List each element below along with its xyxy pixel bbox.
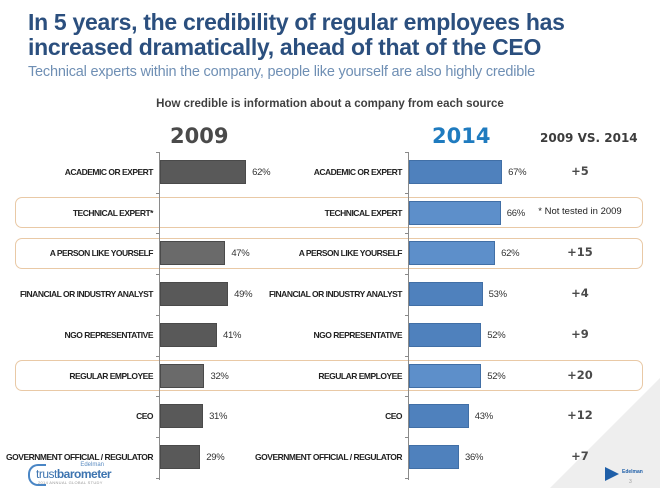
highlight-box: [15, 360, 643, 391]
value-label-2014: 67%: [508, 167, 527, 178]
axis-tick: [405, 274, 409, 276]
year-heading-2009: 2009: [170, 124, 229, 148]
bar-2014: [409, 322, 482, 347]
category-label-2009: ACADEMIC OR EXPERT: [64, 167, 154, 177]
axis-tick: [156, 355, 160, 357]
value-label-2009: 49%: [234, 289, 253, 301]
category-label-2009: A PERSON LIKE YOURSELF: [49, 248, 154, 259]
value-label-2014: 36%: [465, 451, 484, 463]
category-label-2014: NGO REPRESENTATIVE: [313, 329, 403, 340]
axis-tick: [405, 152, 409, 153]
chart-title: How credible is information about a comp…: [156, 98, 504, 110]
value-label-2014: 43%: [474, 411, 493, 423]
bar-2009: [160, 444, 201, 469]
axis-tick: [405, 355, 409, 357]
logo-name-a: trust: [36, 467, 57, 481]
category-label-2009: TECHNICAL EXPERT*: [72, 207, 154, 218]
bar-2009: [160, 404, 204, 429]
value-label-2009: 62%: [252, 167, 271, 178]
axis-tick: [156, 152, 160, 153]
slide-subtitle: Technical experts within the company, pe…: [28, 64, 536, 80]
bar-2014: [409, 363, 482, 388]
highlight-box: [15, 237, 643, 269]
bar-2014: [409, 444, 460, 469]
axis-2009: [159, 152, 160, 480]
edelman-logo: Edelman 3: [605, 465, 655, 487]
value-label-2014: 52%: [487, 370, 506, 382]
axis-tick: [405, 192, 409, 194]
category-label-2009: FINANCIAL OR INDUSTRY ANALYST: [19, 289, 154, 300]
axis-2014: [408, 152, 409, 480]
bar-2014: [409, 241, 496, 266]
category-label-2014: TECHNICAL EXPERT: [324, 207, 403, 218]
comparison-value: +9: [571, 326, 589, 341]
edelman-name: Edelman: [622, 469, 643, 475]
comparison-value: +4: [571, 286, 589, 301]
slide-title: In 5 years, the credibility of regular e…: [28, 10, 648, 60]
logo-name: trustbarometer: [36, 467, 112, 481]
axis-tick: [405, 314, 409, 316]
axis-tick: [156, 233, 160, 235]
value-label-2014: 66%: [506, 207, 525, 219]
comparison-value: +5: [571, 164, 589, 178]
axis-tick: [156, 396, 160, 398]
value-label-2014: 53%: [488, 289, 507, 301]
axis-tick: [405, 436, 409, 438]
value-label-2014: 62%: [501, 248, 520, 260]
value-label-2009: 29%: [206, 451, 225, 463]
comparison-header: 2009 VS. 2014: [540, 131, 638, 145]
logo-name-b: barometer: [56, 467, 112, 481]
highlight-box: [15, 197, 643, 229]
category-label-2014: CEO: [385, 411, 402, 422]
bar-2009: [160, 322, 217, 347]
trustbarometer-logo: Edelman trustbarometer 2014 ANNUAL GLOBA…: [28, 462, 112, 486]
value-label-2009: 32%: [210, 370, 229, 382]
page-number: 3: [629, 479, 632, 485]
category-label-2009: GOVERNMENT OFFICIAL / REGULATOR: [6, 451, 153, 462]
edelman-arrow-icon: [605, 467, 619, 481]
value-label-2009: 41%: [222, 329, 242, 341]
axis-tick: [156, 477, 160, 479]
value-label-2009: 47%: [231, 248, 250, 260]
bar-2014: [409, 200, 501, 225]
year-heading-2014: 2014: [432, 124, 491, 148]
category-label-2014: ACADEMIC OR EXPERT: [313, 167, 403, 177]
category-label-2014: REGULAR EMPLOYEE: [318, 370, 402, 381]
bar-2009: [160, 282, 229, 307]
bar-2009: [160, 363, 205, 388]
comparison-value: +7: [571, 448, 589, 463]
category-label-2009: REGULAR EMPLOYEE: [69, 370, 153, 381]
value-label-2014: 52%: [487, 329, 506, 341]
category-label-2014: FINANCIAL OR INDUSTRY ANALYST: [268, 289, 403, 300]
comparison-value: +20: [567, 367, 593, 382]
axis-tick: [405, 477, 409, 479]
axis-tick: [156, 436, 160, 438]
title-line-1: In 5 years, the credibility of regular e…: [28, 9, 565, 35]
bar-2014: [409, 404, 469, 429]
title-line-2: increased dramatically, ahead of that of…: [28, 34, 542, 60]
logo-tagline: 2014 ANNUAL GLOBAL STUDY: [38, 480, 103, 485]
comparison-value: * Not tested in 2009: [538, 205, 622, 217]
axis-tick: [405, 396, 409, 398]
comparison-value: +12: [567, 408, 593, 423]
axis-tick: [156, 274, 160, 276]
category-label-2014: A PERSON LIKE YOURSELF: [298, 248, 403, 259]
category-label-2009: CEO: [136, 411, 153, 422]
bar-2014: [409, 282, 483, 307]
category-label-2014: GOVERNMENT OFFICIAL / REGULATOR: [255, 451, 402, 462]
bar-2014: [409, 160, 503, 184]
axis-tick: [405, 233, 409, 235]
logo-arc-icon: [28, 464, 46, 486]
value-label-2009: 31%: [209, 411, 228, 423]
axis-tick: [156, 192, 160, 194]
axis-tick: [156, 314, 160, 316]
bar-2009: [160, 160, 247, 184]
bar-2009: [160, 241, 226, 266]
comparison-value: +15: [567, 245, 593, 260]
logo-brand: Edelman: [80, 462, 104, 468]
category-label-2009: NGO REPRESENTATIVE: [64, 329, 154, 340]
